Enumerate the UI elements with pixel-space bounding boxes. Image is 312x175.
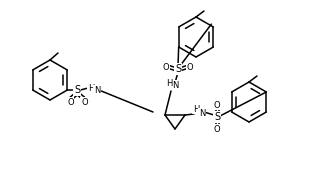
- Text: H: H: [166, 79, 172, 88]
- Text: N: N: [172, 80, 178, 89]
- Text: H: H: [88, 83, 95, 93]
- Text: N: N: [94, 86, 100, 95]
- Text: O: O: [81, 97, 88, 107]
- Text: O: O: [67, 97, 74, 107]
- Text: O: O: [214, 100, 220, 110]
- Text: O: O: [214, 124, 220, 134]
- Text: N: N: [199, 108, 205, 117]
- Text: O: O: [187, 62, 193, 72]
- Text: S: S: [214, 112, 220, 122]
- Text: O: O: [163, 62, 169, 72]
- Text: H: H: [193, 104, 199, 114]
- Text: S: S: [175, 64, 181, 74]
- Text: S: S: [74, 85, 80, 95]
